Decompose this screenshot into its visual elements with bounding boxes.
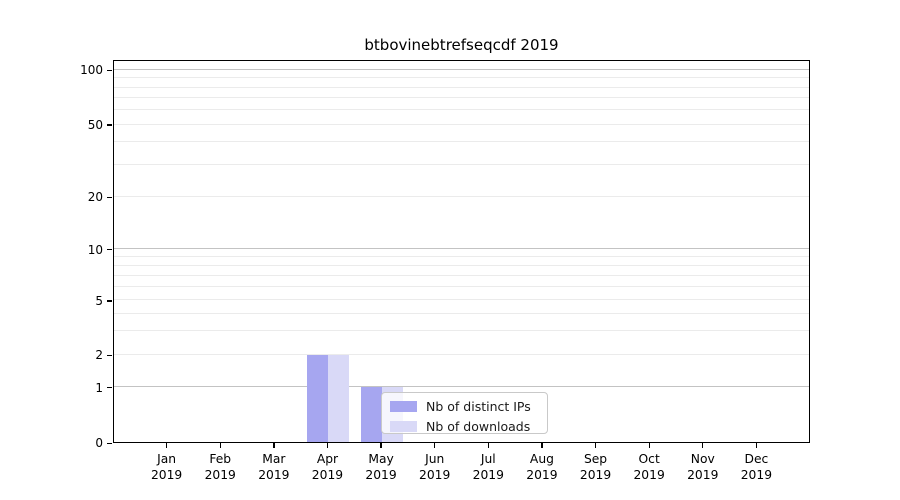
y-gridline-50 [114, 123, 809, 125]
x-tick-mark-nov [702, 443, 704, 448]
bar-apr-distinct-ips [307, 354, 329, 442]
bar-may-distinct-ips [361, 386, 383, 442]
x-tick-label-aug: Aug 2019 [526, 452, 558, 482]
x-tick-mark-dec [755, 443, 758, 448]
legend-label-downloads: Nb of downloads [426, 418, 531, 434]
x-tick-mark-may [380, 443, 382, 448]
x-tick-label-oct: Oct 2019 [633, 452, 665, 482]
y-gridline-20 [114, 196, 809, 197]
x-tick-mark-sep [594, 443, 597, 448]
x-tick-label-jul: Jul 2019 [472, 452, 504, 482]
x-tick-label-sep: Sep 2019 [579, 452, 612, 482]
y-gridline-3 [114, 329, 809, 331]
y-gridline-6 [114, 285, 809, 287]
y-gridline-7 [114, 274, 809, 276]
legend: Nb of distinct IPs Nb of downloads [381, 392, 548, 434]
x-tick-label-mar: Mar 2019 [258, 452, 290, 482]
y-tick-mark-2 [107, 354, 112, 357]
y-gridline-4 [114, 312, 809, 314]
x-tick-label-may: May 2019 [365, 452, 397, 482]
y-tick-label-5: 5 [95, 293, 103, 308]
x-tick-label-dec: Dec 2019 [740, 452, 773, 482]
y-gridline-9 [114, 255, 809, 257]
x-tick-label-jan: Jan 2019 [150, 452, 183, 482]
y-tick-mark-50 [107, 124, 112, 126]
y-gridline-80 [114, 86, 809, 88]
x-tick-mark-oct [648, 443, 650, 448]
legend-item-distinct-ips: Nb of distinct IPs [390, 398, 539, 414]
y-gridline-70 [114, 97, 809, 99]
y-tick-label-1: 1 [95, 380, 103, 395]
legend-item-downloads: Nb of downloads [390, 418, 539, 434]
y-tick-mark-20 [107, 196, 112, 199]
x-tick-mark-jul [487, 443, 489, 448]
y-gridline-5 [114, 299, 809, 301]
x-tick-mark-apr [326, 443, 329, 448]
plot-area: Nb of distinct IPs Nb of downloads [113, 60, 810, 443]
y-gridline-30 [114, 163, 809, 165]
y-tick-mark-0 [107, 442, 112, 444]
x-tick-mark-jan [166, 443, 168, 448]
y-tick-label-2: 2 [95, 348, 103, 363]
x-tick-label-nov: Nov 2019 [687, 452, 719, 482]
y-tick-mark-1 [107, 387, 112, 389]
y-tick-mark-5 [107, 300, 112, 302]
x-tick-label-feb: Feb 2019 [204, 452, 236, 482]
y-tick-label-50: 50 [87, 117, 103, 132]
y-gridline-40 [114, 141, 809, 143]
y-gridline-100 [114, 69, 809, 70]
x-tick-mark-jun [434, 443, 436, 448]
legend-swatch-distinct-ips-icon [390, 400, 417, 412]
x-tick-label-apr: Apr 2019 [311, 452, 344, 482]
y-tick-label-0: 0 [95, 436, 103, 450]
y-tick-label-20: 20 [87, 190, 103, 205]
y-tick-mark-10 [107, 249, 112, 251]
y-gridline-8 [114, 264, 809, 266]
x-tick-label-jun: Jun 2019 [419, 452, 451, 482]
x-tick-mark-aug [541, 443, 543, 448]
y-gridline-1 [114, 386, 809, 388]
bar-apr-downloads [328, 354, 350, 442]
legend-swatch-downloads-icon [390, 420, 417, 432]
y-tick-mark-100 [107, 69, 112, 72]
x-tick-mark-mar [273, 443, 275, 448]
x-tick-mark-feb [219, 443, 221, 448]
y-gridline-2 [114, 354, 809, 355]
legend-label-distinct-ips: Nb of distinct IPs [426, 398, 531, 414]
y-gridline-60 [114, 109, 809, 111]
y-gridline-90 [114, 77, 809, 79]
chart-title: btbovinebtrefseqcdf 2019 [364, 36, 559, 54]
y-tick-label-100: 100 [80, 63, 103, 78]
y-tick-label-10: 10 [87, 242, 103, 257]
y-gridline-10 [114, 248, 809, 250]
